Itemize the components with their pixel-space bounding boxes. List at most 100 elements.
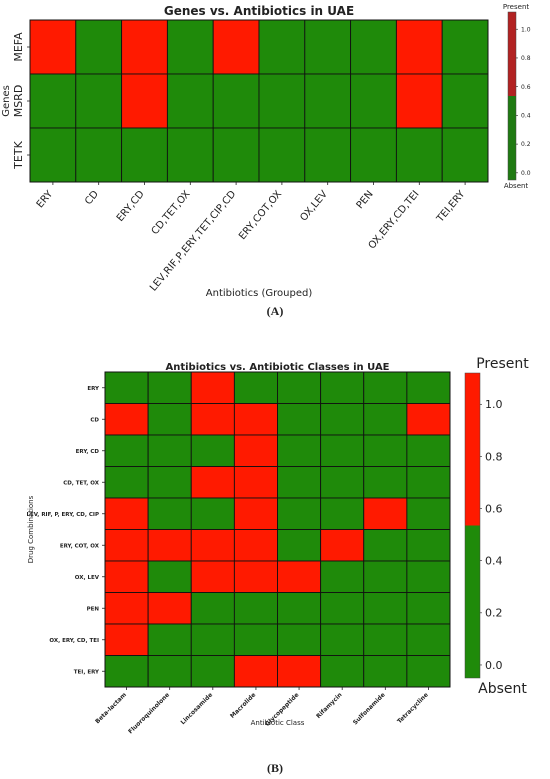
- heatmap-cell: [363, 466, 408, 499]
- heatmap-cell: [406, 560, 451, 593]
- x-tick-label: Lincosamide: [179, 691, 214, 726]
- x-axis-label: Antibiotics (Grouped): [206, 288, 313, 299]
- heatmap-cell: [277, 592, 322, 625]
- colorbar-tick-label: 0.0: [521, 170, 531, 177]
- heatmap-cell: [104, 403, 149, 436]
- heatmap-cell: [277, 371, 322, 404]
- heatmap-cell: [277, 497, 322, 530]
- heatmap-cell: [121, 127, 168, 183]
- heatmap-cell: [395, 73, 443, 129]
- colorbar-absent: [508, 96, 516, 180]
- colorbar-tick-label: 0.8: [521, 55, 531, 62]
- heatmap-cell: [104, 592, 149, 625]
- heatmap-cell: [320, 592, 365, 625]
- panel-a-caption: (A): [266, 304, 284, 318]
- colorbar-tick-label: 0.6: [521, 84, 531, 91]
- heatmap-cell: [277, 466, 322, 499]
- heatmap-cell: [166, 19, 214, 75]
- heatmap-cell: [190, 371, 235, 404]
- heatmap-cell: [320, 371, 365, 404]
- y-tick-label: MEFA: [12, 32, 25, 62]
- colorbar-tick-label: 0.2: [485, 607, 503, 620]
- heatmap-cell: [147, 497, 192, 530]
- y-tick-label: CD, TET, OX: [63, 480, 100, 486]
- x-tick-label: LEV,RIF,P,ERY,TET,CIP,CD: [148, 189, 239, 294]
- colorbar-frame: [507, 11, 517, 181]
- x-tick-label: Tetracycline: [396, 691, 430, 725]
- heatmap-cell: [277, 655, 322, 688]
- heatmap-cell: [190, 403, 235, 436]
- colorbar-present: [465, 373, 480, 526]
- heatmap-cell: [350, 127, 397, 183]
- y-tick-label: PEN: [87, 606, 100, 612]
- heatmap-cell: [190, 466, 235, 499]
- heatmap-cell: [363, 371, 408, 404]
- x-tick-label: ERY,CD: [115, 189, 147, 224]
- heatmap-cell: [395, 19, 443, 75]
- heatmap-cell: [441, 19, 489, 75]
- heatmap-cell: [406, 592, 451, 625]
- heatmap-cell: [104, 529, 149, 562]
- heatmap-cell: [212, 19, 260, 75]
- x-tick-label: PEN: [355, 189, 376, 211]
- heatmap-cell: [277, 403, 322, 436]
- heatmap-cell: [147, 371, 192, 404]
- heatmap-cells: [104, 371, 451, 688]
- heatmap-cell: [258, 19, 306, 75]
- heatmap-cell: [233, 592, 278, 625]
- heatmap-cell: [121, 73, 168, 129]
- heatmap-cell: [147, 434, 192, 467]
- heatmap-cell: [190, 560, 235, 593]
- heatmap-cell: [147, 655, 192, 688]
- colorbar-tick-label: 1.0: [521, 26, 531, 33]
- x-tick-label: ERY,COT,OX: [237, 189, 284, 242]
- heatmap-cell: [320, 529, 365, 562]
- heatmap-cell: [147, 592, 192, 625]
- x-tick-label: ERY: [35, 188, 56, 210]
- y-tick-label: ERY: [87, 386, 100, 392]
- panel-b-caption: (B): [267, 761, 283, 775]
- y-tick-label: TEI, ERY: [74, 669, 100, 675]
- heatmap-cell: [104, 560, 149, 593]
- heatmap-cell: [104, 655, 149, 688]
- heatmap-cell: [212, 127, 260, 183]
- colorbar-tick-label: 1.0: [485, 398, 503, 411]
- heatmap-cell: [29, 127, 77, 183]
- heatmap-cell: [406, 529, 451, 562]
- colorbar-absent-label: Absent: [478, 681, 527, 697]
- colorbar-tick-label: 0.8: [485, 450, 503, 463]
- x-tick-label: Beta-lactam: [94, 691, 128, 725]
- heatmap-cell: [363, 434, 408, 467]
- heatmap-cell: [190, 529, 235, 562]
- heatmap-cell: [277, 560, 322, 593]
- heatmap-cell: [406, 497, 451, 530]
- heatmap-cell: [395, 127, 443, 183]
- x-axis-label: Antibiotic Class: [251, 719, 305, 727]
- x-tick-label: CD: [83, 189, 101, 208]
- heatmap-cell: [29, 19, 77, 75]
- y-tick-label: LEV, RIF, P, ERY, CD, CIP: [27, 512, 100, 518]
- heatmap-cell: [147, 466, 192, 499]
- x-tick-label: Rifamycin: [315, 691, 344, 720]
- heatmap-cell: [363, 529, 408, 562]
- chart-title: Antibiotics vs. Antibiotic Classes in UA…: [165, 362, 389, 373]
- heatmap-cell: [363, 655, 408, 688]
- heatmap-cell: [29, 73, 77, 129]
- colorbar-frame: [464, 372, 481, 679]
- heatmap-cell: [406, 466, 451, 499]
- heatmap-cell: [277, 529, 322, 562]
- x-tick-label: OX,ERY,CD,TEI: [367, 189, 422, 252]
- colorbar-tick-label: 0.4: [521, 112, 531, 119]
- y-tick-label: ERY, COT, OX: [60, 543, 100, 549]
- heatmap-cell: [233, 560, 278, 593]
- heatmap-cell: [363, 560, 408, 593]
- heatmap-cell: [320, 560, 365, 593]
- heatmap-cell: [190, 623, 235, 656]
- heatmap-cell: [147, 529, 192, 562]
- heatmap-cell: [363, 592, 408, 625]
- heatmap-cell: [441, 127, 489, 183]
- heatmap-cell: [166, 127, 214, 183]
- heatmap-genes-vs-antibiotics: Genes vs. Antibiotics in UAE MEFA MSRD TETK…: [1, 3, 531, 299]
- colorbar-absent-label: Absent: [504, 182, 529, 190]
- heatmap-cell: [104, 466, 149, 499]
